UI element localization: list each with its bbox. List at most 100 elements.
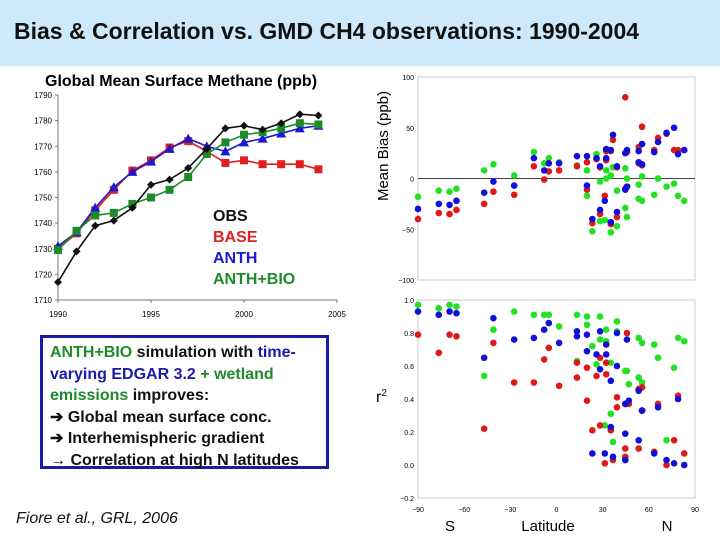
r2-chart-point-anth: [602, 341, 610, 348]
r2-chart-point-anth: [453, 309, 460, 317]
bias-chart-point-anth-bio: [596, 178, 604, 185]
r2-chart-point-anth: [635, 387, 642, 395]
bias-chart-point-anth: [680, 146, 688, 154]
r2-chart-point-anth-bio: [589, 342, 596, 350]
r2-chart-point-anth: [623, 336, 631, 343]
r2-chart-point-base: [589, 427, 596, 434]
r2-chart-point-anth: [601, 450, 609, 457]
note-wetland: + wetland emissions: [50, 365, 274, 405]
data-point: [239, 137, 249, 147]
bias-chart-point-base: [480, 200, 488, 208]
r2-chart-point-anth: [510, 336, 518, 343]
r2-chart-point-anth: [613, 329, 621, 337]
bias-chart-point-anth-bio: [601, 216, 609, 224]
r2-chart-point-anth-bio: [596, 313, 604, 320]
r2-chart-point-anth: [638, 407, 646, 414]
bias-chart-point-anth-bio: [589, 227, 596, 235]
title-bar: Bias & Correlation vs. GMD CH4 observati…: [0, 0, 720, 66]
data-point: [295, 160, 304, 169]
y-tick-label: 0: [410, 177, 414, 184]
data-point: [221, 138, 230, 147]
bias-chart-point-anth-bio: [540, 159, 548, 167]
data-point: [54, 246, 62, 255]
r2-chart-point-anth-bio: [446, 301, 453, 309]
bias-chart-point-anth-bio: [613, 222, 621, 230]
x-tick-label: 1990: [49, 310, 67, 319]
r2-chart-point-anth: [446, 308, 453, 315]
bias-chart-point-anth: [555, 159, 563, 167]
series-line-base: [57, 140, 319, 250]
y-tick-label: 1770: [34, 142, 52, 151]
r2-chart-point-base: [510, 379, 518, 386]
bias-chart-point-anth-bio: [621, 165, 629, 172]
data-point: [165, 175, 174, 184]
y-tick-label: 1730: [34, 245, 52, 254]
data-point: [240, 130, 248, 139]
bias-chart-point-anth-bio: [607, 172, 615, 179]
note-item-3: → Correlation at high N latitudes: [50, 451, 299, 469]
bias-chart-point-anth: [674, 150, 682, 158]
r2-chart-point-base: [602, 370, 610, 378]
data-point: [109, 216, 118, 225]
y-tick-label: 1750: [34, 194, 52, 203]
note-item-2: ➔ Interhemispheric gradient: [50, 430, 265, 448]
r2-chart-point-anth: [674, 395, 682, 403]
r2-chart-point-anth-bio: [480, 372, 488, 380]
bias-chart-point-anth: [607, 218, 615, 226]
data-point: [91, 221, 100, 230]
y-tick-label: 1780: [34, 117, 52, 126]
x-tick-label: −60: [458, 507, 470, 514]
r2-chart-point-base: [583, 397, 591, 404]
bias-chart-point-anth-bio: [670, 180, 678, 187]
bias-chart-point-anth: [435, 200, 443, 208]
r2-chart-point-anth-bio: [654, 354, 662, 362]
data-point: [72, 247, 81, 256]
r2-chart-point-anth-bio: [555, 323, 563, 330]
bias-chart-point-anth: [593, 154, 600, 162]
bias-chart-point-anth: [453, 197, 460, 205]
bias-chart-point-anth: [540, 167, 548, 174]
bias-chart-point-base: [621, 94, 629, 101]
r2-chart-point-anth-bio: [623, 367, 631, 375]
data-point: [277, 124, 286, 133]
data-point: [184, 164, 193, 173]
r2-chart-point-anth-bio: [583, 321, 591, 329]
r2-chart-point-base: [583, 364, 591, 371]
r2-chart-point-anth: [545, 319, 553, 327]
bias-chart-point-anth-bio: [638, 197, 646, 205]
y-tick-label: 0.8: [404, 331, 414, 338]
r2-chart-point-anth-bio: [601, 422, 609, 429]
bias-chart-point-anth: [638, 140, 646, 148]
note-anth-bio: ANTH+BIO: [50, 344, 133, 361]
data-point: [294, 123, 305, 133]
x-tick-label: 60: [645, 507, 653, 514]
summary-box: ANTH+BIO simulation with time-varying ED…: [40, 335, 329, 469]
bias-chart-point-anth: [510, 182, 518, 189]
r2-chart-point-anth-bio: [635, 374, 642, 381]
r2-chart-point-anth: [596, 366, 604, 373]
r2-chart-point-base: [453, 333, 460, 340]
data-point: [258, 160, 267, 169]
bias-chart-point-anth: [596, 206, 604, 214]
r2-chart-frame: [417, 299, 696, 499]
r2-chart-point-base: [573, 374, 581, 381]
x-axis-label: Latitude: [521, 518, 574, 535]
r2-chart-point-base: [480, 425, 488, 433]
r2-chart-point-anth-bio: [545, 311, 553, 319]
r2-chart-point-anth-bio: [613, 318, 621, 325]
bias-chart-point-anth: [654, 138, 662, 146]
data-point: [257, 133, 268, 143]
bias-chart-point-anth: [573, 152, 581, 160]
bias-chart-point-anth: [596, 163, 604, 170]
bias-chart-point-base: [530, 163, 538, 170]
r2-chart-point-anth: [596, 328, 604, 335]
bias-chart-point-anth: [663, 129, 670, 137]
r2-chart-point-anth: [625, 397, 633, 404]
r2-chart-point-base: [663, 461, 670, 469]
bias-chart-point-base: [446, 210, 453, 218]
bias-chart-point-anth-bio: [446, 188, 453, 195]
r2-chart-point-base: [573, 359, 581, 367]
data-point: [221, 158, 230, 167]
bias-chart-point-anth-bio: [510, 172, 518, 179]
r2-chart-point-anth-bio: [435, 304, 443, 312]
